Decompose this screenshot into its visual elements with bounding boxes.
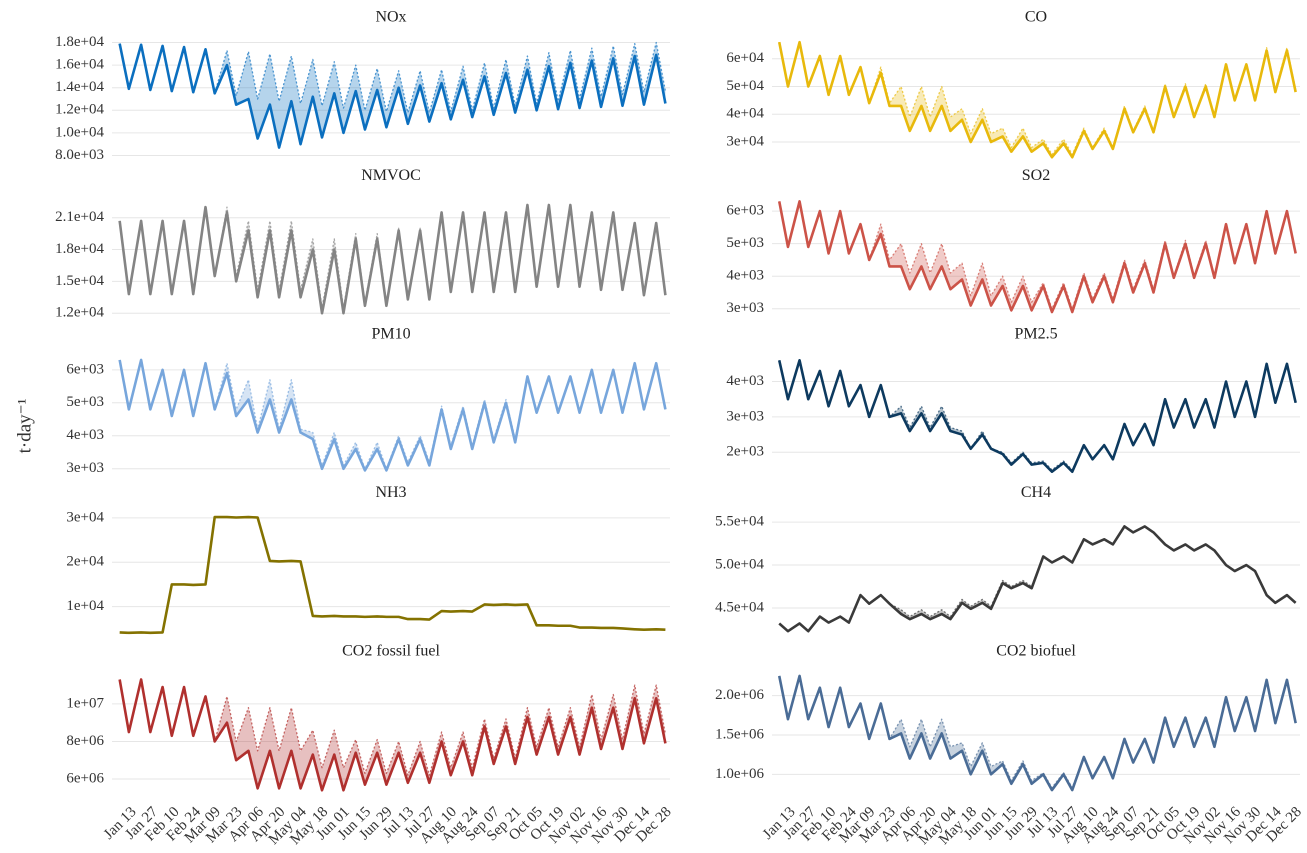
y-tick-label: 2.1e+04 bbox=[55, 209, 104, 225]
y-tick-label: 5e+04 bbox=[726, 78, 764, 94]
y-tick-label: 1.5e+04 bbox=[55, 273, 104, 289]
y-tick-label: 1.2e+04 bbox=[55, 305, 104, 321]
y-tick-label: 4e+04 bbox=[726, 106, 764, 122]
y-tick-label: 8e+06 bbox=[66, 733, 104, 749]
y-tick-label: 5.0e+04 bbox=[715, 556, 764, 572]
panel-title: PM10 bbox=[371, 326, 410, 343]
panel-title: CO2 biofuel bbox=[996, 643, 1076, 660]
series-line bbox=[118, 43, 667, 149]
panel-title: CO bbox=[1025, 9, 1047, 26]
difference-area bbox=[779, 526, 1296, 632]
y-tick-label: 1.8e+04 bbox=[55, 241, 104, 257]
y-tick-label: 2.0e+06 bbox=[715, 687, 764, 703]
y-tick-label: 1.6e+04 bbox=[55, 57, 104, 73]
y-tick-label: 3e+03 bbox=[726, 408, 764, 424]
difference-area bbox=[119, 679, 666, 791]
panel-title: NMVOC bbox=[361, 167, 421, 184]
y-tick-label: 3e+03 bbox=[66, 460, 104, 476]
y-tick-label: 4.5e+04 bbox=[715, 599, 764, 615]
y-tick-label: 1.8e+04 bbox=[55, 34, 104, 50]
y-tick-label: 4e+03 bbox=[726, 373, 764, 389]
series-line bbox=[118, 203, 667, 315]
y-tick-label: 1.4e+04 bbox=[55, 79, 104, 95]
series-line bbox=[777, 200, 1297, 314]
y-tick-label: 2e+03 bbox=[726, 444, 764, 460]
series-line bbox=[118, 678, 667, 792]
difference-area bbox=[119, 42, 666, 148]
y-tick-label: 1.2e+04 bbox=[55, 102, 104, 118]
panel-title: CH4 bbox=[1021, 484, 1051, 501]
y-tick-label: 2e+04 bbox=[66, 554, 104, 570]
series-line bbox=[118, 358, 667, 472]
y-tick-label: 5.5e+04 bbox=[715, 514, 764, 530]
y-tick-label: 1e+07 bbox=[66, 695, 104, 711]
series-line bbox=[777, 40, 1297, 159]
y-tick-label: 5e+03 bbox=[66, 394, 104, 410]
y-axis-label: t·day⁻¹ bbox=[14, 398, 35, 453]
series-line bbox=[777, 674, 1297, 792]
y-tick-label: 3e+04 bbox=[726, 133, 764, 149]
y-tick-label: 4e+03 bbox=[726, 268, 764, 284]
series-line bbox=[778, 525, 1297, 633]
y-tick-label: 5e+03 bbox=[726, 235, 764, 251]
panel-title: SO2 bbox=[1022, 167, 1050, 184]
panel-title: NOx bbox=[375, 9, 406, 26]
panel-title: NH3 bbox=[375, 484, 406, 501]
y-tick-label: 6e+04 bbox=[726, 50, 764, 66]
y-tick-label: 6e+06 bbox=[66, 770, 104, 786]
series-line bbox=[119, 515, 666, 635]
panel-title: CO2 fossil fuel bbox=[342, 643, 440, 660]
y-tick-label: 4e+03 bbox=[66, 427, 104, 443]
y-tick-label: 3e+03 bbox=[726, 300, 764, 316]
y-tick-label: 6e+03 bbox=[66, 361, 104, 377]
series-line bbox=[777, 359, 1297, 473]
y-tick-label: 8.0e+03 bbox=[55, 147, 104, 163]
y-tick-label: 6e+03 bbox=[726, 203, 764, 219]
y-tick-label: 1e+04 bbox=[66, 598, 104, 614]
baseline-line bbox=[778, 525, 1297, 632]
y-tick-label: 1.0e+06 bbox=[715, 766, 764, 782]
y-tick-label: 1.5e+06 bbox=[715, 726, 764, 742]
y-tick-label: 3e+04 bbox=[66, 509, 104, 525]
y-tick-label: 1.0e+04 bbox=[55, 124, 104, 140]
panel-title: PM2.5 bbox=[1014, 326, 1057, 343]
